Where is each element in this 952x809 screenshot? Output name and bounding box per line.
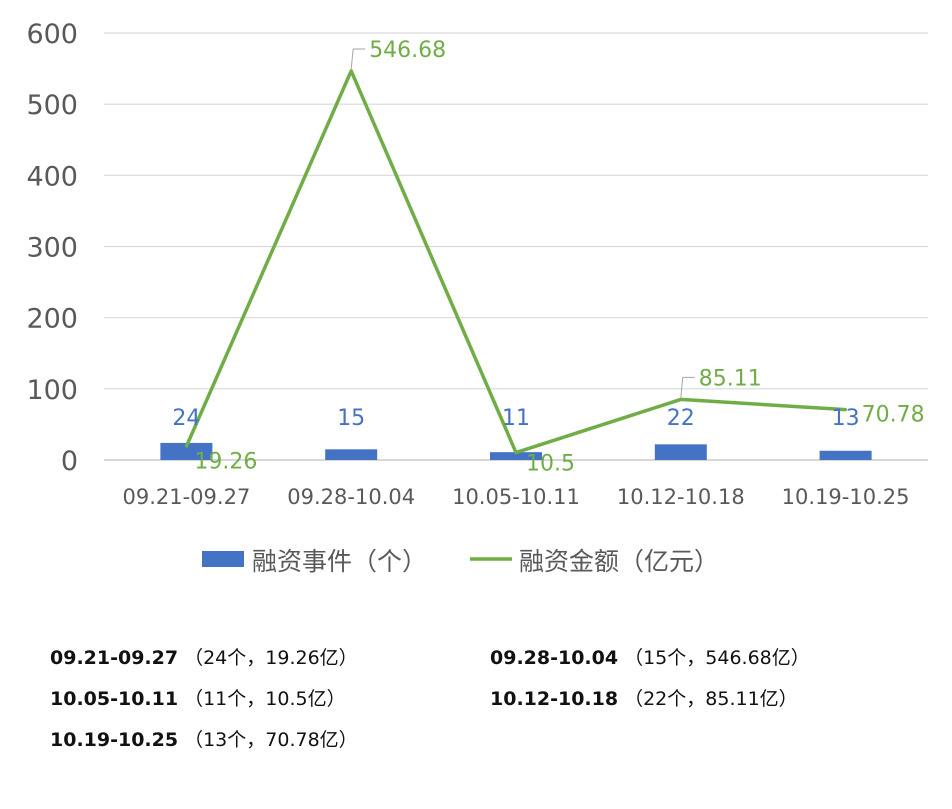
summary-period: 09.28-10.04	[490, 647, 619, 669]
leader-line	[680, 376, 695, 398]
bar-data-label: 15	[337, 406, 365, 431]
summary-item: 09.28-10.04 （15个，546.68亿）	[490, 643, 930, 670]
summary-item: 10.12-10.18 （22个，85.11亿）	[490, 684, 930, 711]
bar	[160, 442, 213, 460]
y-tick-label: 0	[61, 446, 78, 477]
summary-detail: （22个，85.11亿）	[624, 688, 798, 710]
summary-row: 09.21-09.27 （24个，19.26亿） 09.28-10.04 （15个，…	[50, 636, 930, 677]
legend-bar-label: 融资事件（个）	[252, 547, 427, 576]
x-tick-label: 09.28-10.04	[287, 485, 415, 509]
y-tick-label: 500	[26, 90, 78, 121]
line-point	[184, 444, 188, 448]
summary-period: 09.21-09.27	[50, 647, 179, 669]
line-data-label: 85.11	[699, 366, 762, 391]
x-tick-label: 10.05-10.11	[452, 485, 580, 509]
summary-item: 10.05-10.11 （11个，10.5亿）	[50, 684, 490, 711]
summary-detail: （15个，546.68亿）	[624, 647, 810, 669]
y-tick-label: 400	[26, 161, 78, 192]
line-point	[514, 451, 518, 455]
x-tick-label: 10.12-10.18	[617, 485, 745, 509]
line-data-label: 19.26	[194, 449, 257, 474]
bar-data-label: 13	[832, 406, 860, 431]
leader-line	[350, 48, 366, 69]
bar-data-label: 24	[172, 406, 200, 431]
bar-data-label: 22	[667, 406, 695, 431]
summary-row: 10.05-10.11 （11个，10.5亿） 10.12-10.18 （22个，8…	[50, 677, 930, 718]
bar-data-label: 11	[502, 406, 530, 431]
line-data-label: 10.5	[526, 452, 575, 477]
line-series	[184, 69, 846, 455]
line-point	[349, 69, 353, 73]
line-data-label: 546.68	[369, 38, 446, 63]
summary-period: 10.12-10.18	[490, 688, 619, 710]
summary-list: 09.21-09.27 （24个，19.26亿） 09.28-10.04 （15个，…	[50, 636, 930, 759]
y-tick-label: 200	[26, 304, 78, 335]
summary-detail: （11个，10.5亿）	[184, 688, 346, 710]
summary-item: 10.19-10.25 （13个，70.78亿）	[50, 725, 513, 752]
combo-chart: 0 100 200 300 400 500 600 24 15 11 22 13 19.26 546.6…	[26, 19, 928, 576]
x-tick-label: 10.19-10.25	[782, 485, 910, 509]
summary-period: 10.05-10.11	[50, 688, 179, 710]
summary-detail: （24个，19.26亿）	[184, 647, 358, 669]
line-point	[844, 408, 848, 412]
summary-detail: （13个，70.78亿）	[184, 729, 358, 751]
line-data-label: 70.78	[862, 403, 925, 428]
bar	[490, 452, 542, 460]
summary-period: 10.19-10.25	[50, 729, 179, 751]
bar	[819, 450, 872, 460]
legend-line-label: 融资金额（亿元）	[519, 547, 719, 576]
y-tick-label: 300	[26, 233, 78, 264]
summary-item: 09.21-09.27 （24个，19.26亿）	[50, 643, 490, 670]
bar	[654, 444, 707, 460]
legend-bar-swatch	[202, 551, 244, 567]
y-tick-label: 100	[26, 375, 78, 406]
line-point	[679, 397, 683, 401]
summary-row: 10.19-10.25 （13个，70.78亿）	[50, 718, 930, 759]
x-tick-label: 09.21-09.27	[122, 485, 250, 509]
y-tick-label: 600	[26, 19, 78, 50]
bar	[325, 449, 378, 460]
